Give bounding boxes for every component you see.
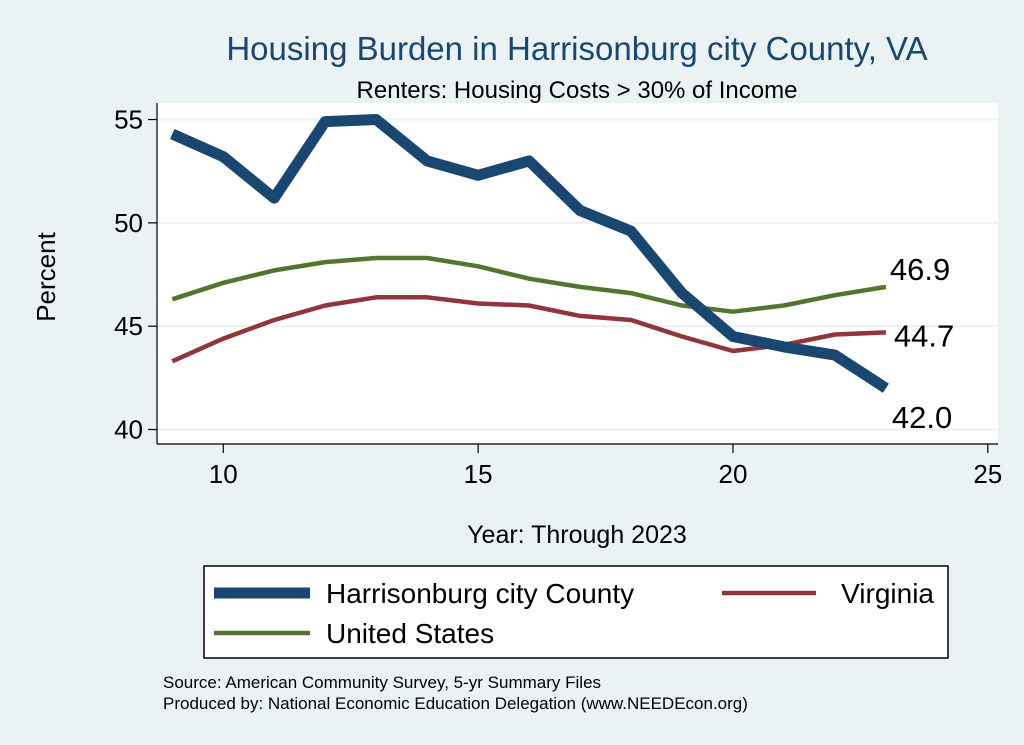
x-axis-label: Year: Through 2023 (467, 521, 687, 549)
legend-label: Virginia (841, 578, 934, 609)
x-tick-label: 25 (973, 459, 1002, 489)
y-tick-label: 50 (114, 208, 143, 238)
producer-note: Produced by: National Economic Education… (163, 694, 748, 713)
end-label: 44.7 (894, 318, 954, 353)
y-tick-label: 45 (114, 311, 143, 341)
series-lines (170, 114, 889, 393)
plot-area (157, 103, 998, 444)
chart-subtitle: Renters: Housing Costs > 30% of Income (357, 77, 798, 104)
legend-label: United States (326, 618, 494, 649)
legend: Harrisonburg city County Virginia United S… (214, 578, 934, 649)
end-label: 42.0 (892, 400, 952, 435)
end-label: 46.9 (890, 252, 950, 287)
legend-box (203, 565, 949, 659)
chart-title: Housing Burden in Harrisonburg city Coun… (226, 30, 927, 67)
end-labels: 42.0 44.7 46.9 (890, 252, 954, 435)
axes: 40 45 50 55 10 15 20 25 (114, 103, 1002, 489)
series-line-harrisonburg-city-county (170, 114, 889, 393)
y-axis-label: Percent (31, 231, 61, 321)
y-tick-label: 40 (114, 415, 143, 445)
gridlines (157, 118, 998, 431)
y-tick-label: 55 (114, 105, 143, 135)
source-note: Source: American Community Survey, 5-yr … (163, 673, 601, 692)
legend-label: Harrisonburg city County (326, 578, 634, 609)
x-tick-label: 20 (718, 459, 747, 489)
x-tick-label: 10 (209, 459, 238, 489)
x-tick-label: 15 (464, 459, 493, 489)
series-line-united-states (171, 255, 887, 314)
